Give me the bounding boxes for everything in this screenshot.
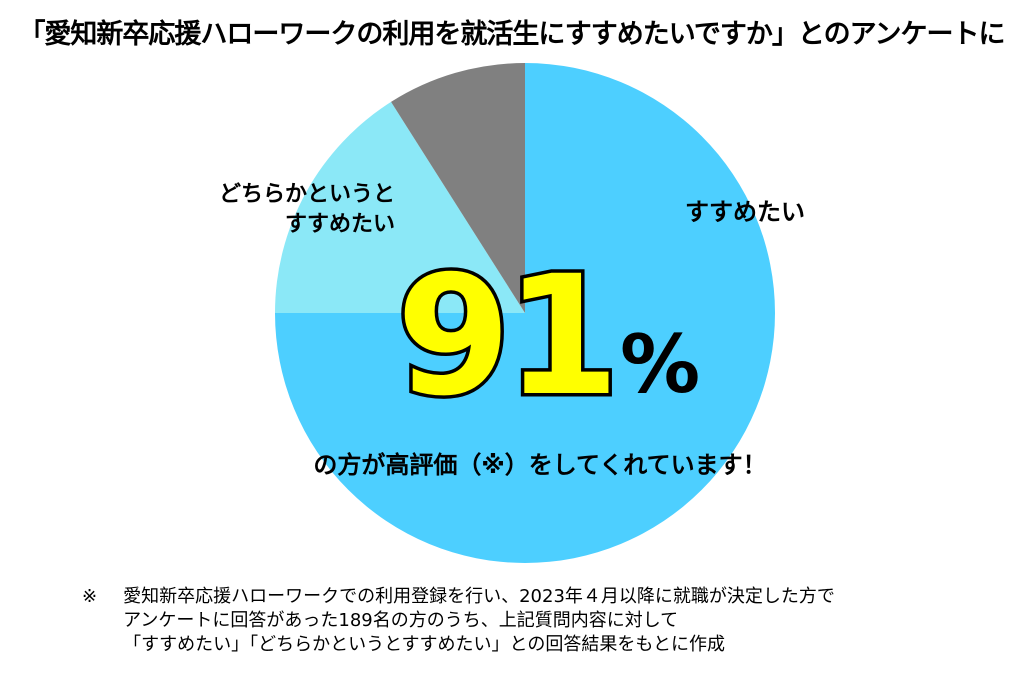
- pie-slice-2: [391, 63, 525, 313]
- highlight-unit: %: [620, 318, 700, 411]
- chart-title: 「愛知新卒応援ハローワークの利用を就活生にすすめたいですか」とのアンケートに: [18, 19, 1005, 50]
- footnote-line: 「すすめたい」「どちらかというとすすめたい」との回答結果をもとに作成: [123, 634, 726, 655]
- pie-slice-1: [275, 101, 525, 313]
- highlight-caption: の方が高評価（※）をしてくれています！: [313, 451, 766, 479]
- slice-label-susumetai: すすめたい: [685, 198, 805, 226]
- slice-label-dochiraka-line1: どちらかというと: [219, 182, 395, 207]
- slice-label-dochiraka-line2: すすめたい: [285, 212, 395, 237]
- footnote-line: アンケートに回答があった189名の方のうち、上記質問内容に対して: [123, 610, 679, 631]
- footnote: ※ 愛知新卒応援ハローワークでの利用登録を行い、2023年４月以降に就職が決定し…: [82, 585, 835, 657]
- footnote-mark: ※: [82, 586, 98, 607]
- footnote-line: 愛知新卒応援ハローワークでの利用登録を行い、2023年４月以降に就職が決定した方…: [123, 586, 835, 607]
- highlight-number: 91: [396, 240, 614, 432]
